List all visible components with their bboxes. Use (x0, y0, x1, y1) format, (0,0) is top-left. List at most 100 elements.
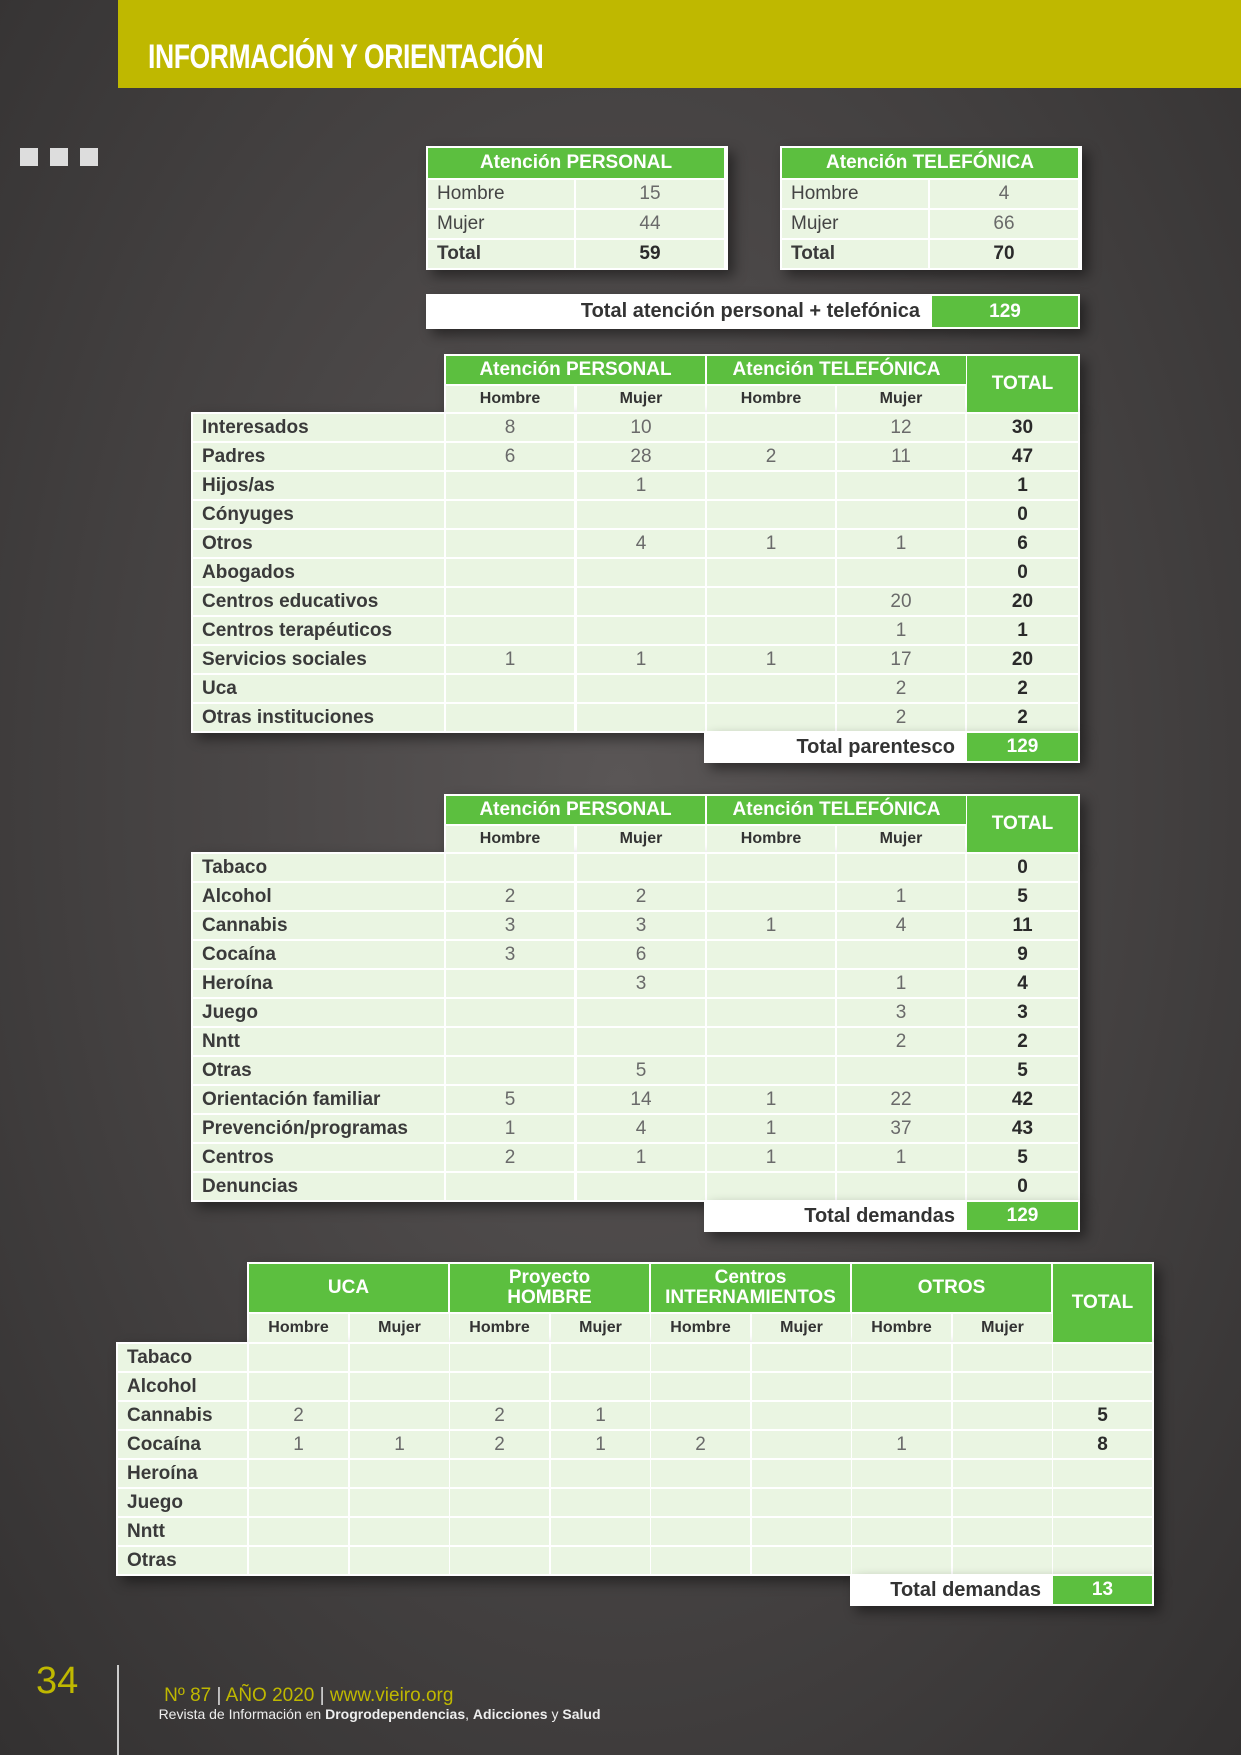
cell-value (707, 675, 835, 702)
sub-header: Mujer (752, 1314, 851, 1342)
footer-issue: Nº 87 | AÑO 2020 | www.vieiro.org (164, 1685, 454, 1706)
cell-value (707, 704, 835, 731)
square (50, 148, 68, 166)
cell-value (450, 1547, 549, 1574)
cell-value (551, 1489, 650, 1516)
cell-value (752, 1402, 851, 1429)
cell-value (837, 1057, 965, 1084)
group-header-line: Proyecto (508, 1267, 591, 1288)
row-value: 70 (930, 240, 1078, 268)
cell-value (752, 1518, 851, 1545)
cell-value (350, 1373, 449, 1400)
group-header: OTROS (852, 1264, 1051, 1312)
cell-value: 6 (577, 941, 705, 968)
cell-value (752, 1431, 851, 1458)
cell-value (249, 1518, 348, 1545)
cell-value (707, 559, 835, 586)
cell-value (953, 1489, 1052, 1516)
cell-value: 1 (446, 646, 574, 673)
row-label: Hijos/as (193, 472, 444, 499)
cell-value: 1 (837, 530, 965, 557)
sub-header: Hombre (446, 386, 574, 412)
cell-value (446, 999, 574, 1026)
issue: Nº 87 (164, 1685, 212, 1706)
cell-value: 2 (446, 883, 574, 910)
cell-value: 3 (837, 999, 965, 1026)
row-total: 8 (1053, 1431, 1152, 1458)
row-total: 2 (967, 1028, 1078, 1055)
cell-value: 1 (707, 1115, 835, 1142)
cell-value (752, 1489, 851, 1516)
row-total: 42 (967, 1086, 1078, 1113)
cell-value: 1 (707, 530, 835, 557)
cell-value: 4 (837, 912, 965, 939)
cell-value (707, 501, 835, 528)
row-total: 0 (967, 1173, 1078, 1200)
group-header: Centros INTERNAMIENTOS (651, 1264, 850, 1312)
cell-value (577, 675, 705, 702)
cell-value (707, 472, 835, 499)
row-total: 1 (967, 472, 1078, 499)
row-total: 5 (1053, 1402, 1152, 1429)
cell-value: 2 (450, 1402, 549, 1429)
row-label: Alcohol (193, 883, 444, 910)
cell-value (446, 704, 574, 731)
cell-value (651, 1489, 750, 1516)
row-label: Otras (118, 1547, 247, 1574)
text: , (465, 1706, 473, 1722)
sub-header: Mujer (837, 826, 965, 852)
cell-value (837, 854, 965, 881)
row-total: 0 (967, 501, 1078, 528)
row-label: Nntt (193, 1028, 444, 1055)
row-value: 4 (930, 180, 1078, 208)
row-total: 5 (967, 1057, 1078, 1084)
cell-value: 2 (707, 443, 835, 470)
cell-value: 1 (350, 1431, 449, 1458)
cell-value (446, 1057, 574, 1084)
cell-value (577, 501, 705, 528)
cell-value (450, 1373, 549, 1400)
cell-value (651, 1547, 750, 1574)
cell-value: 28 (577, 443, 705, 470)
sub-header: Mujer (577, 826, 705, 852)
cell-value: 4 (577, 1115, 705, 1142)
cell-value (446, 854, 574, 881)
cell-value: 1 (577, 472, 705, 499)
cell-value (651, 1518, 750, 1545)
cell-value (837, 559, 965, 586)
cell-value (446, 617, 574, 644)
cell-value (350, 1489, 449, 1516)
total-header: TOTAL (967, 796, 1078, 852)
cell-value (852, 1489, 951, 1516)
cell-value (752, 1373, 851, 1400)
row-total: 20 (967, 646, 1078, 673)
row-total (1053, 1460, 1152, 1487)
cell-value (450, 1518, 549, 1545)
header-bar (118, 0, 1241, 88)
page-number: 34 (36, 1660, 79, 1702)
row-label: Juego (193, 999, 444, 1026)
cell-value (446, 559, 574, 586)
row-total (1053, 1547, 1152, 1574)
cell-value: 1 (837, 970, 965, 997)
sub-header: Hombre (852, 1314, 951, 1342)
cell-value (953, 1344, 1052, 1371)
group-header: Proyecto HOMBRE (450, 1264, 649, 1312)
cell-value: 20 (837, 588, 965, 615)
cell-value (953, 1460, 1052, 1487)
cell-value (551, 1518, 650, 1545)
row-label: Servicios sociales (193, 646, 444, 673)
table-header: Atención TELEFÓNICA (782, 148, 1078, 178)
cell-value (577, 559, 705, 586)
cell-value (852, 1518, 951, 1545)
total-label: Total atención personal + telefónica (428, 296, 930, 327)
row-total: 2 (967, 675, 1078, 702)
cell-value (446, 530, 574, 557)
cell-value (577, 617, 705, 644)
text: y (547, 1706, 563, 1722)
row-label: Otras instituciones (193, 704, 444, 731)
group-header: UCA (249, 1264, 448, 1312)
text: Adicciones (472, 1706, 548, 1722)
group-header: Atención PERSONAL (446, 796, 705, 824)
row-label: Heroína (193, 970, 444, 997)
